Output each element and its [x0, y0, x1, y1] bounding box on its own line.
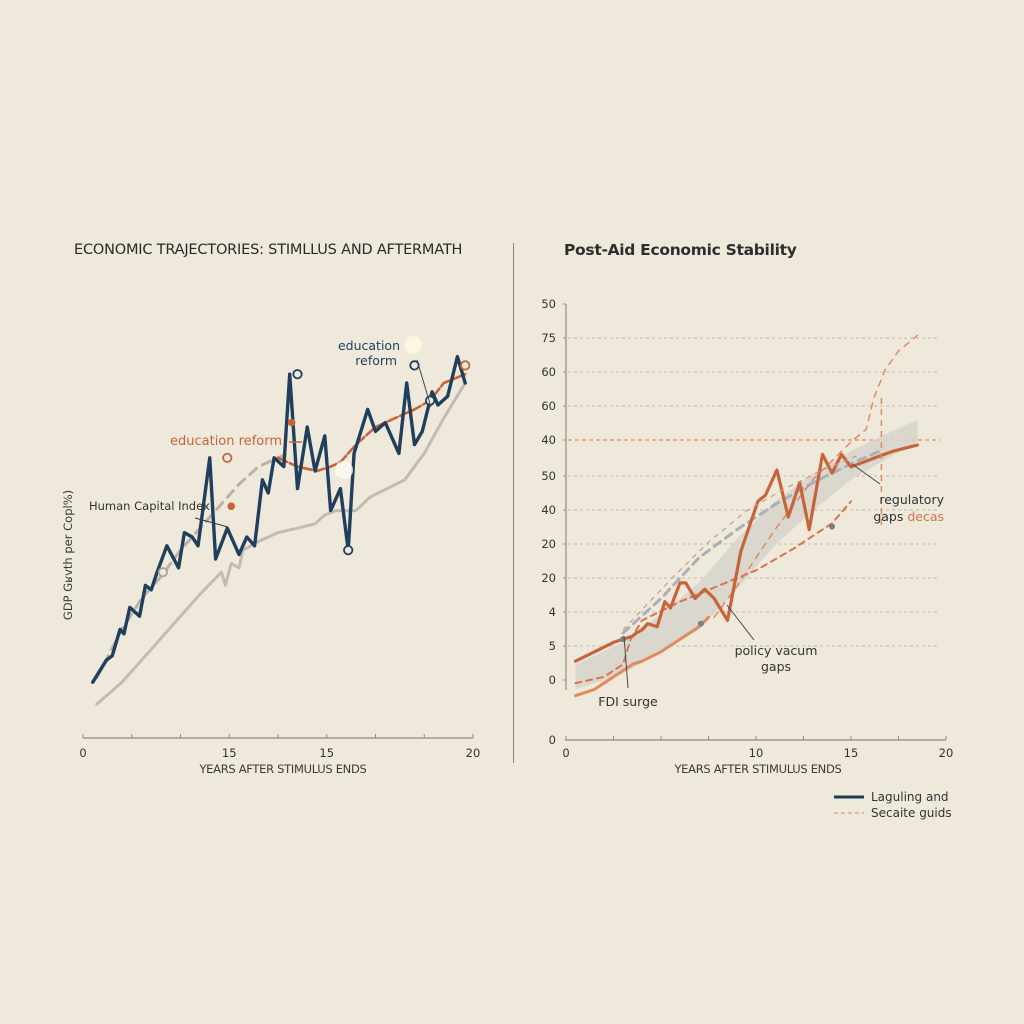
right-x-tick-label: 0 — [562, 746, 569, 760]
annotation-policy-line1: policy vacum — [735, 643, 818, 658]
annotation-education-reform-navy-line2: reform — [355, 353, 397, 368]
right-x-axis-label: YEARS AFTER STIMULUS ENDS — [673, 762, 841, 776]
annotation-regulatory-line1: regulatory — [879, 492, 944, 507]
left-marker-open — [461, 361, 469, 369]
right-y-tick-label: 0 — [549, 733, 556, 747]
left-x-tick-label: 20 — [466, 746, 481, 760]
right-x-tick-labels: 0 10 15 20 — [562, 746, 953, 760]
legend-label-1: Secaite guids — [871, 806, 952, 820]
left-series-gray-solid-baseline — [97, 383, 466, 704]
left-marker-open — [159, 568, 167, 576]
highlight-glow — [404, 336, 422, 354]
left-marker-dot — [288, 419, 296, 427]
left-marker-open — [223, 454, 231, 462]
annotation-fdi-surge: FDI surge — [598, 694, 658, 709]
right-y-tick-label: 75 — [541, 331, 556, 345]
annotation-regulatory-gaps: gaps — [873, 509, 907, 524]
annotation-education-reform-orange: education reform — [170, 434, 282, 449]
left-chart: 0 15 15 20 YEARS AFTER STIMULUS ENDS GDP Gʁ… — [61, 336, 480, 776]
right-y-tick-labels: 0 0 5 4 20 20 40 50 40 60 60 75 50 — [541, 297, 556, 747]
right-y-tick-label: 40 — [541, 503, 556, 517]
left-x-tick-label: 15 — [222, 746, 237, 760]
right-y-tick-label: 0 — [549, 673, 556, 687]
right-x-tick-label: 20 — [939, 746, 954, 760]
right-y-tick-label: 40 — [541, 433, 556, 447]
annotation-education-reform-navy-leader — [417, 360, 431, 407]
right-marker-dot — [620, 636, 626, 642]
right-chart: 0054202040504060607550 0101520 YEARS AFT… — [541, 297, 953, 820]
right-y-tick-label: 50 — [541, 469, 556, 483]
left-marker-open — [293, 370, 301, 378]
right-y-tick-label: 20 — [541, 537, 556, 551]
left-series-navy-volatile-path — [93, 357, 465, 683]
right-y-tick-label: 5 — [549, 639, 556, 653]
left-series-gray-dashed-trend — [97, 453, 288, 677]
right-x-tick-label: 10 — [749, 746, 764, 760]
annotation-policy-line2: gaps — [761, 659, 791, 674]
right-y-tick-label: 4 — [549, 605, 556, 619]
chart-stage: ECONOMIC TRAJECTORIES: STIMLLUS AND AFTE… — [0, 0, 1024, 1024]
right-y-tick-label: 50 — [541, 297, 556, 311]
left-x-tick-labels: 0 15 15 20 — [79, 746, 480, 760]
legend: Laguling and Secaite guids — [834, 790, 952, 820]
right-y-tick-label: 20 — [541, 571, 556, 585]
right-marker-dot — [829, 523, 835, 529]
left-x-tick-label: 15 — [319, 746, 334, 760]
charts-svg: 0 15 15 20 YEARS AFTER STIMULUS ENDS GDP Gʁ… — [0, 0, 1024, 1024]
right-marker-dot — [698, 621, 704, 627]
annotation-regulatory-line2: gaps decas — [873, 509, 944, 524]
left-y-axis-label: GDP Gʁvth per Copl%) — [61, 490, 75, 620]
left-series — [93, 357, 465, 705]
right-series — [576, 335, 918, 695]
left-x-tick-label: 0 — [79, 746, 86, 760]
right-y-tick-label: 60 — [541, 365, 556, 379]
annotation-regulatory-decas: decas — [907, 509, 944, 524]
left-x-axis-label: YEARS AFTER STIMULUS ENDS — [198, 762, 366, 776]
left-marker-dot — [227, 502, 235, 510]
annotation-education-reform-navy-line1: education — [338, 338, 400, 353]
legend-label-0: Laguling and — [871, 790, 949, 804]
right-y-tick-label: 60 — [541, 399, 556, 413]
annotation-human-capital-index: Human Capital Index — [89, 499, 210, 513]
highlight-glow — [335, 461, 353, 479]
right-x-tick-label: 15 — [844, 746, 859, 760]
left-marker-open — [344, 546, 352, 554]
annotation-policy-leader — [727, 605, 754, 640]
